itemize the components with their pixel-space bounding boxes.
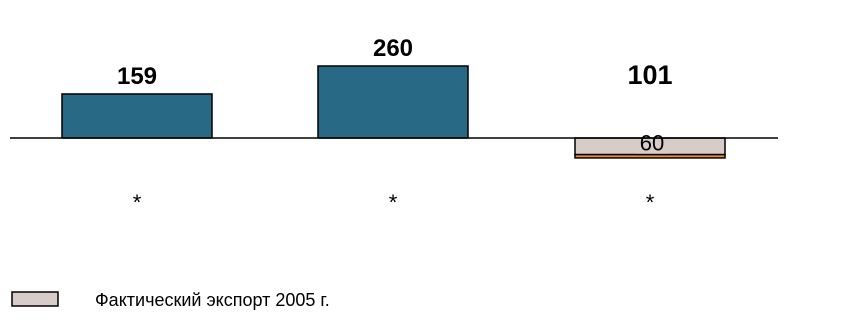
labels-layer: 159 * 260 * 60 101 * (117, 35, 673, 215)
category-label-1: * (133, 190, 142, 215)
total-label-1: 159 (117, 63, 157, 90)
bar-1-series-1 (61, 93, 213, 139)
bar-2-series-1 (317, 65, 469, 139)
legend: Фактический экспорт 2005 г. (11, 290, 330, 310)
legend-label: Фактический экспорт 2005 г. (95, 290, 330, 310)
data-label-bg-3 (636, 139, 668, 154)
bars-layer (61, 65, 726, 159)
data-label-3: 60 (640, 131, 664, 156)
total-label-2: 260 (373, 35, 413, 62)
category-label-2: * (389, 190, 398, 215)
legend-swatch (11, 291, 59, 307)
category-label-3: * (646, 190, 655, 215)
total-label-3: 101 (627, 60, 672, 90)
bar-3-series-3 (574, 153, 726, 159)
